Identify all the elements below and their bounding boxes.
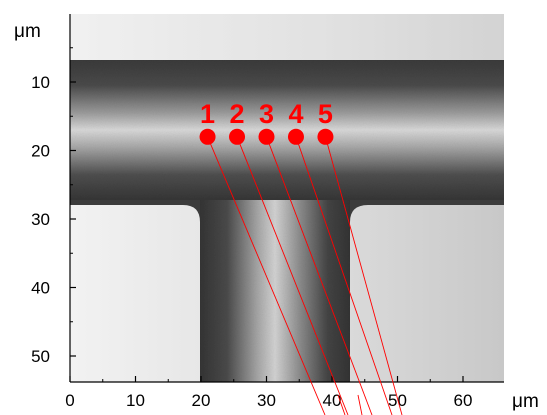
x-tick-label: 20 [192,391,211,410]
point-label-1: 1 [200,99,215,129]
y-ticks: 10 20 30 40 50 [31,47,76,366]
corner-right [350,200,504,222]
point-marker-2 [229,128,246,145]
point-marker-1 [199,128,216,145]
t-channel-vertical [200,200,350,382]
point-marker-3 [258,128,275,145]
axes: 0 10 20 30 40 50 60 10 20 30 40 50 [31,14,504,410]
probe-line-tail [337,394,346,415]
y-tick-label: 10 [31,73,50,92]
x-ticks: 0 10 20 30 40 50 60 [65,376,472,410]
point-label-2: 2 [230,99,245,129]
micrograph-image [70,14,504,382]
point-label-4: 4 [288,99,303,129]
x-tick-label: 10 [126,391,145,410]
x-tick-label: 60 [454,391,473,410]
y-tick-label: 30 [31,210,50,229]
x-tick-label: 30 [257,391,276,410]
x-tick-label: 50 [388,391,407,410]
probe-lines [207,136,403,415]
x-tick-label: 0 [65,391,74,410]
point-label-3: 3 [259,99,274,129]
point-label-5: 5 [318,99,333,129]
x-tick-label: 40 [323,391,342,410]
corner-left [70,200,200,222]
probe-line-3 [266,136,373,415]
y-tick-label: 50 [31,347,50,366]
probe-line-5 [325,136,403,415]
probe-line-2 [236,136,349,415]
t-channel-horizontal [70,60,504,200]
y-tick-label: 20 [31,142,50,161]
probe-line-tail [357,394,363,415]
y-tick-label: 40 [31,279,50,298]
point-marker-4 [287,128,304,145]
probe-line-1 [207,136,326,415]
probe-line-4 [295,136,393,415]
y-unit-label: μm [14,21,41,42]
point-marker-5 [317,128,334,145]
x-unit-label: μm [512,391,539,412]
